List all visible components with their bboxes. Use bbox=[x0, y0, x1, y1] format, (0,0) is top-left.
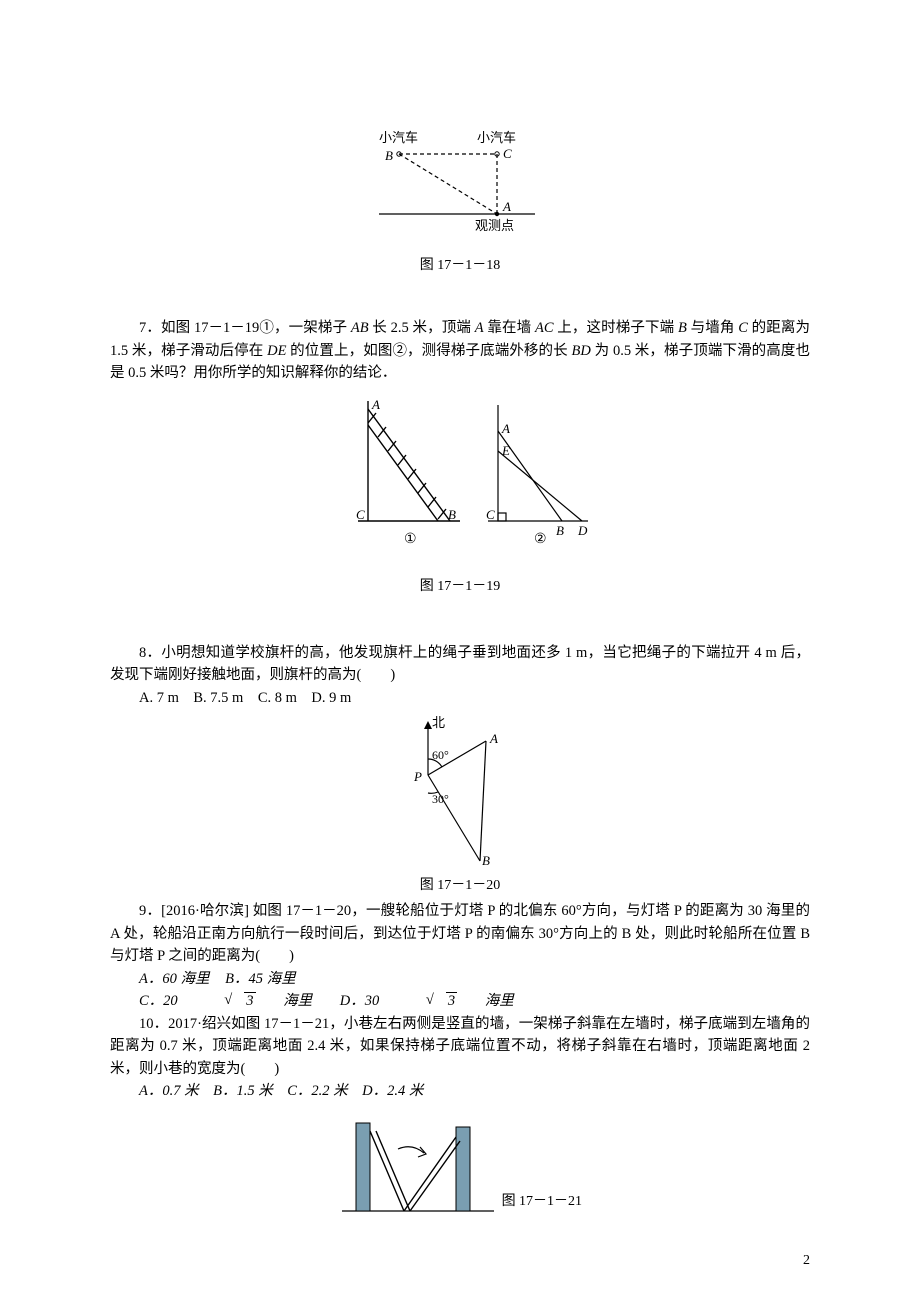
question-9-options-1: A．60 海里 B．45 海里 bbox=[110, 968, 810, 990]
q9-A: A．60 海里 bbox=[139, 971, 209, 987]
fig20-P: P bbox=[413, 769, 422, 784]
figure-17-1-21: 图 17－1－21 bbox=[300, 1113, 620, 1223]
q9-D-post: 海里 bbox=[481, 993, 514, 1009]
q7-m6: 的位置上，如图②，测得梯子底端外移的长 bbox=[286, 343, 571, 359]
fig18-label-obs: 观测点 bbox=[475, 218, 514, 233]
figure-17-1-20: 北 P A B 60° 30° 图 17－1－20 bbox=[110, 715, 810, 896]
q9-C-pre: C．20 bbox=[139, 993, 181, 1009]
question-8-options: A. 7 m B. 7.5 m C. 8 m D. 9 m bbox=[110, 687, 810, 709]
q7-b: B bbox=[678, 320, 687, 336]
q10-opts: A．0.7 米 B．1.5 米 C．2.2 米 D．2.4 米 bbox=[139, 1083, 423, 1099]
fig18-label-ccar: 小汽车 bbox=[477, 130, 516, 145]
page-number: 2 bbox=[803, 1250, 810, 1272]
figure-17-1-18: 小汽车 小汽车 B C A 观测点 图 17－1－18 bbox=[110, 116, 810, 277]
question-9-options-2: C．20 √3 海里 D．30 √3 海里 bbox=[110, 990, 810, 1012]
q7-ac: AC bbox=[535, 320, 554, 336]
fig18-caption: 图 17－1－18 bbox=[110, 255, 810, 277]
question-9: 9．[2016·哈尔滨] 如图 17－1－20，一艘轮船位于灯塔 P 的北偏东 … bbox=[110, 900, 810, 967]
q7-ab: AB bbox=[351, 320, 369, 336]
q7-m4: 与墙角 bbox=[687, 320, 738, 336]
q7-c: C bbox=[738, 320, 748, 336]
q9-C-post: 海里 bbox=[280, 993, 313, 1009]
question-8: 8．小明想知道学校旗杆的高，他发现旗杆上的绳子垂到地面还多 1 m，当它把绳子的… bbox=[110, 642, 810, 687]
fig18-label-C: C bbox=[503, 146, 512, 161]
q9-B: B．45 海里 bbox=[225, 971, 295, 987]
q9-C-rad: 3 bbox=[244, 992, 255, 1009]
fig18-label-A: A bbox=[502, 199, 511, 214]
question-10: 10．2017·绍兴如图 17－1－21，小巷左右两侧是竖直的墙，一架梯子斜靠在… bbox=[110, 1013, 810, 1080]
svg-text:A: A bbox=[501, 421, 510, 436]
fig19-circ1: ① bbox=[404, 532, 417, 547]
q7-bd: BD bbox=[572, 343, 591, 359]
svg-text:C: C bbox=[356, 507, 365, 522]
fig20-caption: 图 17－1－20 bbox=[110, 875, 810, 897]
fig19-caption: 图 17－1－19 bbox=[110, 576, 810, 598]
fig20-60: 60° bbox=[432, 748, 449, 762]
q7-m2: 靠在墙 bbox=[484, 320, 535, 336]
question-10-options: A．0.7 米 B．1.5 米 C．2.2 米 D．2.4 米 bbox=[110, 1080, 810, 1102]
q9-D-pre: D．30 bbox=[340, 993, 383, 1009]
svg-text:A: A bbox=[371, 397, 380, 412]
svg-text:C: C bbox=[486, 507, 495, 522]
fig18-label-B: B bbox=[385, 148, 393, 163]
fig21-svg bbox=[338, 1113, 498, 1223]
q7-m3: 上，这时梯子下端 bbox=[554, 320, 678, 336]
q7-de: DE bbox=[267, 343, 286, 359]
svg-text:E: E bbox=[501, 443, 510, 458]
q9-D-rad: 3 bbox=[446, 992, 457, 1009]
fig18-svg: 小汽车 小汽车 B C A 观测点 bbox=[375, 116, 545, 246]
figure-17-1-19: A C B ① A E C B D ② 图 17－1－19 bbox=[110, 391, 810, 598]
fig18-label-bcar: 小汽车 bbox=[379, 130, 418, 145]
fig19-svg: A C B ① A E C B D ② bbox=[330, 391, 590, 561]
q7-m1: 长 2.5 米，顶端 bbox=[369, 320, 475, 336]
question-7: 7．如图 17－1－19①，一架梯子 AB 长 2.5 米，顶端 A 靠在墙 A… bbox=[110, 317, 810, 384]
q7-a: A bbox=[475, 320, 484, 336]
fig21-caption: 图 17－1－21 bbox=[502, 1191, 583, 1213]
fig19-circ2: ② bbox=[534, 532, 547, 547]
fig20-A: A bbox=[489, 731, 498, 746]
fig20-B: B bbox=[482, 853, 490, 865]
q7-pre: 7．如图 17－1－19①，一架梯子 bbox=[139, 320, 351, 336]
svg-text:B: B bbox=[556, 523, 564, 538]
fig20-svg: 北 P A B 60° 30° bbox=[400, 715, 520, 865]
svg-text:D: D bbox=[577, 523, 588, 538]
fig20-30: 30° bbox=[432, 792, 449, 806]
svg-text:B: B bbox=[448, 507, 456, 522]
fig20-north: 北 bbox=[432, 715, 445, 730]
